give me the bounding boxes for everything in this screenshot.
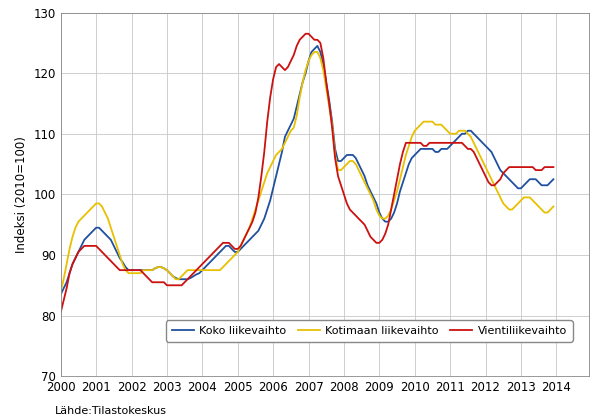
Koko liikevaihto xyxy=(314,43,321,48)
Kotimaan liikevaihto xyxy=(198,268,206,273)
Kotimaan liikevaihto xyxy=(349,158,356,163)
Vientiliikevaihto xyxy=(198,262,206,267)
Koko liikevaihto xyxy=(452,138,459,143)
Koko liikevaihto xyxy=(341,155,348,161)
Koko liikevaihto xyxy=(225,243,232,248)
Vientiliikevaihto xyxy=(57,310,64,315)
Koko liikevaihto xyxy=(550,177,557,182)
Vientiliikevaihto xyxy=(452,140,459,145)
Vientiliikevaihto xyxy=(341,192,348,197)
Kotimaan liikevaihto xyxy=(311,49,318,54)
Line: Koko liikevaihto: Koko liikevaihto xyxy=(61,46,554,294)
Line: Kotimaan liikevaihto: Kotimaan liikevaihto xyxy=(61,52,554,291)
Vientiliikevaihto xyxy=(146,277,153,282)
Koko liikevaihto xyxy=(57,292,64,297)
Koko liikevaihto xyxy=(198,268,206,273)
Text: Lähde:Tilastokeskus: Lähde:Tilastokeskus xyxy=(55,406,167,416)
Vientiliikevaihto xyxy=(302,31,309,36)
Legend: Koko liikevaihto, Kotimaan liikevaihto, Vientiliikevaihto: Koko liikevaihto, Kotimaan liikevaihto, … xyxy=(166,320,572,342)
Kotimaan liikevaihto xyxy=(550,204,557,209)
Vientiliikevaihto xyxy=(550,165,557,170)
Kotimaan liikevaihto xyxy=(452,131,459,136)
Kotimaan liikevaihto xyxy=(146,268,153,273)
Vientiliikevaihto xyxy=(349,210,356,215)
Line: Vientiliikevaihto: Vientiliikevaihto xyxy=(61,34,554,313)
Kotimaan liikevaihto xyxy=(341,165,348,170)
Koko liikevaihto xyxy=(349,153,356,158)
Kotimaan liikevaihto xyxy=(225,259,232,264)
Vientiliikevaihto xyxy=(225,240,232,245)
Y-axis label: Indeksi (2010=100): Indeksi (2010=100) xyxy=(15,136,28,253)
Kotimaan liikevaihto xyxy=(57,289,64,294)
Koko liikevaihto xyxy=(146,268,153,273)
